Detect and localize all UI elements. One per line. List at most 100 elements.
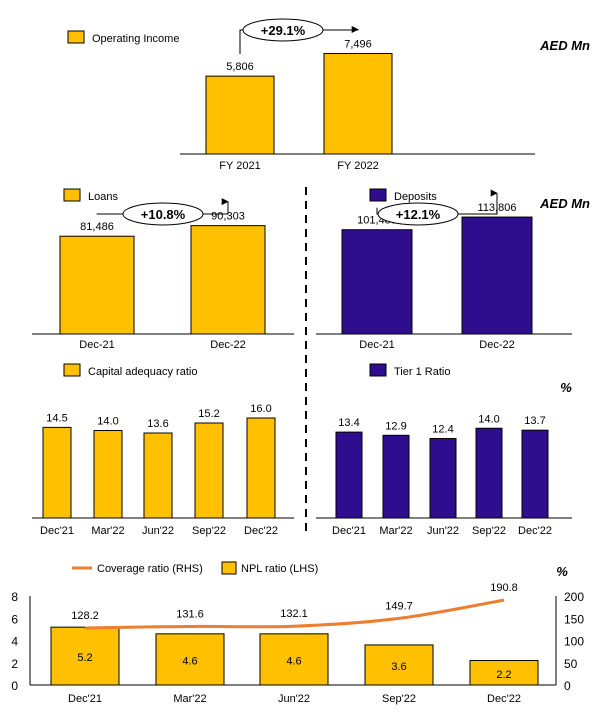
npl-bar-value: 5.2 <box>77 652 92 664</box>
y-tick-left: 2 <box>11 657 18 671</box>
legend-label: Coverage ratio (RHS) <box>97 563 203 575</box>
bar <box>461 216 533 335</box>
category-label: Sep'22 <box>472 525 506 537</box>
coverage-value-label: 131.6 <box>176 608 204 620</box>
bar-value-label: 14.5 <box>46 412 67 424</box>
legend-swatch <box>67 30 85 44</box>
category-label: Mar'22 <box>91 525 124 537</box>
growth-label: +10.8% <box>141 207 186 222</box>
npl-bar <box>364 644 434 686</box>
y-tick-right: 100 <box>564 635 584 649</box>
tier1-ratio-chart: Tier 1 Ratio 13.4 Dec'21 12.9 Mar'22 12.4 Jun'… <box>316 363 572 537</box>
unit-label-top: AED Mn <box>539 38 590 53</box>
bar-value-label: 12.4 <box>432 424 453 436</box>
category-label: Dec'21 <box>68 693 102 705</box>
growth-arrow <box>321 25 359 33</box>
bar-value-label: 12.9 <box>385 420 406 432</box>
y-tick-left: 4 <box>11 635 18 649</box>
y-tick-right: 200 <box>564 590 584 604</box>
category-label: Dec'21 <box>332 525 366 537</box>
bar <box>323 52 393 155</box>
bar-value-label: 13.4 <box>338 417 359 429</box>
npl-bar <box>469 660 539 686</box>
npl-bar-value: 4.6 <box>182 655 197 667</box>
bar <box>143 432 173 519</box>
growth-connector <box>239 29 245 55</box>
y-tick-right: 50 <box>564 657 578 671</box>
bar-value-label: 15.2 <box>198 408 219 420</box>
coverage-value-label: 132.1 <box>280 608 308 620</box>
growth-bubble <box>377 202 459 226</box>
growth-bubble <box>122 202 204 226</box>
category-label: Sep'22 <box>382 693 416 705</box>
bar <box>475 427 503 519</box>
growth-bubble <box>242 18 324 42</box>
y-tick-left: 0 <box>11 679 18 693</box>
bar <box>42 426 72 519</box>
category-label: Mar'22 <box>379 525 412 537</box>
bar <box>335 431 363 519</box>
coverage-value-label: 128.2 <box>71 610 99 622</box>
growth-label: +12.1% <box>396 207 441 222</box>
legend-label: Tier 1 Ratio <box>394 366 450 378</box>
bar-value-label: 81,486 <box>80 221 114 233</box>
category-label: FY 2022 <box>337 160 378 172</box>
category-label: Dec-22 <box>210 339 245 351</box>
bar <box>246 417 276 519</box>
bar <box>194 422 224 519</box>
growth-label: +29.1% <box>261 23 306 38</box>
category-label: Jun'22 <box>278 693 310 705</box>
unit-label-ratios: % <box>560 380 572 395</box>
bar <box>205 75 275 155</box>
bar <box>521 429 549 519</box>
category-label: Dec-21 <box>79 339 114 351</box>
bar-value-label: 7,496 <box>344 38 372 50</box>
bar-value-label: 13.7 <box>524 415 545 427</box>
category-label: Dec'22 <box>518 525 552 537</box>
y-tick-right: 150 <box>564 612 584 626</box>
npl-bar <box>50 626 120 686</box>
coverage-value-label: 149.7 <box>385 600 413 612</box>
legend-label: Loans <box>88 191 118 203</box>
growth-arrow <box>201 198 229 215</box>
npl-bar <box>259 633 329 686</box>
bar <box>382 434 410 519</box>
category-label: Jun'22 <box>142 525 174 537</box>
y-tick-right: 0 <box>564 679 571 693</box>
legend-label: Capital adequacy ratio <box>88 366 197 378</box>
category-label: Dec'22 <box>244 525 278 537</box>
category-label: Dec-21 <box>359 339 394 351</box>
bar-value-label: 14.0 <box>478 413 499 425</box>
unit-label-npl: % <box>556 564 568 579</box>
bar <box>93 430 123 519</box>
legend-label: Deposits <box>394 191 437 203</box>
legend-swatch <box>369 188 387 202</box>
legend-label: Operating Income <box>92 33 179 45</box>
category-label: Dec'22 <box>487 693 521 705</box>
y-tick-left: 8 <box>11 590 18 604</box>
npl-bar <box>155 633 225 686</box>
category-label: Mar'22 <box>173 693 206 705</box>
unit-label-middle: AED Mn <box>539 196 590 211</box>
category-label: Dec-22 <box>479 339 514 351</box>
npl-coverage-chart: Coverage ratio (RHS) NPL ratio (LHS) 0 2 4 6 8… <box>11 561 584 705</box>
legend-swatch <box>63 188 81 202</box>
operating-income-chart: Operating Income 5,806 FY 2021 7,496 FY 2022… <box>67 18 535 172</box>
growth-arrow <box>456 189 498 215</box>
npl-bar-value: 3.6 <box>391 661 406 673</box>
legend-label: NPL ratio (LHS) <box>241 563 318 575</box>
bar <box>429 438 457 519</box>
legend-swatch <box>63 363 81 377</box>
bar <box>59 235 135 335</box>
npl-bar-value: 4.6 <box>286 655 301 667</box>
bar-value-label: 14.0 <box>97 416 118 428</box>
bar-value-label: 13.6 <box>147 418 168 430</box>
legend-swatch <box>221 561 237 575</box>
bar <box>190 225 266 335</box>
category-label: Jun'22 <box>427 525 459 537</box>
category-label: FY 2021 <box>219 160 260 172</box>
legend-swatch <box>369 363 387 377</box>
